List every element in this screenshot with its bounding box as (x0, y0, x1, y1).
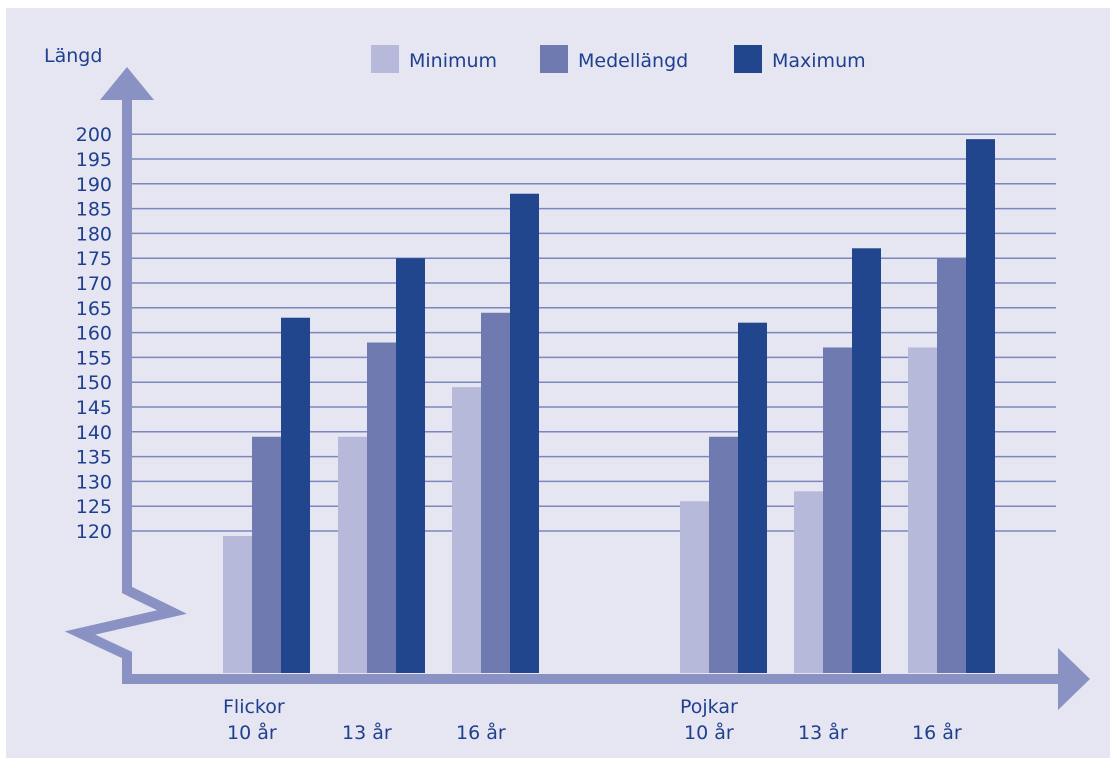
y-tick-label: 130 (76, 471, 112, 493)
y-tick-label: 125 (76, 496, 112, 518)
y-tick-label: 190 (76, 174, 112, 196)
y-axis (64, 100, 187, 684)
category-label: 13 år (798, 721, 848, 744)
bar-maximum-3 (738, 322, 767, 673)
category-label: 16 år (912, 721, 962, 744)
legend: Minimum Medellängd Maximum (371, 45, 866, 73)
legend-swatch-medellängd (540, 45, 568, 73)
category-label: 16 år (456, 721, 506, 744)
bar-minimum-2 (452, 387, 481, 673)
y-tick-labels: 1201251301351401451501551601651701751801… (76, 124, 112, 543)
bar-medellängd-4 (823, 347, 852, 673)
y-tick-label: 120 (76, 521, 112, 543)
y-axis-label: Längd (44, 45, 102, 67)
bar-medellängd-3 (709, 436, 738, 673)
y-tick-label: 195 (76, 149, 112, 171)
bar-maximum-0 (281, 317, 310, 673)
y-tick-label: 200 (76, 124, 112, 146)
legend-label: Maximum (772, 50, 866, 72)
y-tick-label: 160 (76, 323, 112, 345)
y-tick-label: 135 (76, 447, 112, 469)
bar-minimum-0 (223, 535, 252, 673)
y-tick-label: 140 (76, 422, 112, 444)
bar-minimum-1 (338, 436, 367, 673)
bar-medellängd-0 (252, 436, 281, 673)
legend-swatch-minimum (371, 45, 399, 73)
group-label: Pojkar (680, 696, 738, 718)
bar-maximum-2 (510, 193, 539, 673)
category-label: 10 år (684, 721, 734, 744)
bar-minimum-4 (794, 491, 823, 673)
y-tick-label: 165 (76, 298, 112, 320)
bar-medellängd-5 (937, 258, 966, 673)
bar-minimum-3 (680, 501, 709, 673)
bars (223, 139, 995, 673)
x-tick-labels: Flickor 10 år 13 år 16 år Pojkar 10 år 13 år 16… (223, 696, 962, 744)
y-tick-label: 150 (76, 372, 112, 394)
y-tick-label: 180 (76, 223, 112, 245)
bar-maximum-5 (966, 139, 995, 673)
legend-label: Medellängd (578, 50, 688, 72)
bar-medellängd-2 (481, 312, 510, 673)
category-label: 13 år (342, 721, 392, 744)
y-tick-label: 145 (76, 397, 112, 419)
y-axis-arrowhead (100, 67, 154, 100)
bar-maximum-1 (396, 258, 425, 673)
y-tick-label: 175 (76, 248, 112, 270)
legend-label: Minimum (409, 50, 497, 72)
bar-medellängd-1 (367, 342, 396, 673)
y-tick-label: 185 (76, 199, 112, 221)
bar-maximum-4 (852, 248, 881, 673)
category-label: 10 år (227, 721, 277, 744)
group-label: Flickor (223, 696, 285, 718)
axes (64, 67, 1090, 710)
bar-minimum-5 (908, 347, 937, 673)
y-tick-label: 170 (76, 273, 112, 295)
y-tick-label: 155 (76, 347, 112, 369)
x-axis-arrowhead (1058, 648, 1090, 710)
legend-swatch-maximum (734, 45, 762, 73)
